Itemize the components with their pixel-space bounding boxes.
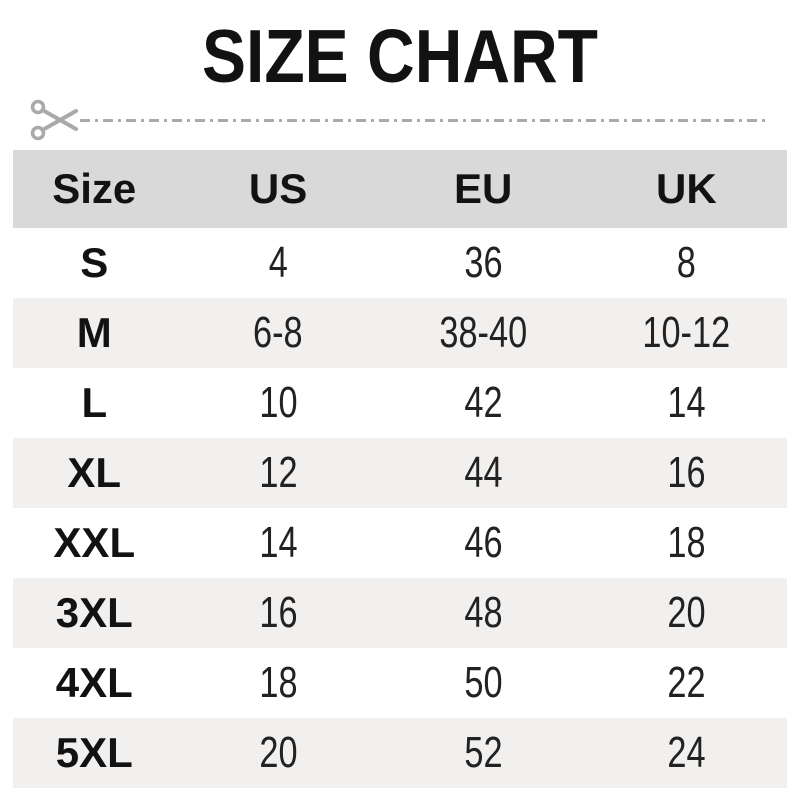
us-value: 20 — [258, 728, 298, 777]
size-label: L — [81, 379, 108, 426]
table-body: S 4 36 8 M 6-8 38-40 10-12 L 10 42 14 XL… — [13, 228, 787, 788]
table-row: 5XL 20 52 24 — [13, 718, 787, 788]
eu-value: 44 — [464, 448, 503, 497]
size-label: XL — [67, 449, 122, 496]
us-value: 4 — [268, 238, 288, 287]
size-cell: L — [13, 379, 176, 427]
uk-cell: 14 — [586, 378, 787, 428]
us-cell: 10 — [176, 378, 381, 428]
uk-cell: 20 — [586, 588, 787, 638]
eu-cell: 36 — [381, 238, 586, 288]
us-cell: 20 — [176, 728, 381, 778]
size-chart-table: Size US EU UK S 4 36 8 M 6-8 38-40 10-12… — [13, 150, 787, 788]
us-cell: 4 — [176, 238, 381, 288]
table-header-row: Size US EU UK — [13, 150, 787, 228]
eu-cell: 50 — [381, 658, 586, 708]
uk-cell: 18 — [586, 518, 787, 568]
table-row: S 4 36 8 — [13, 228, 787, 298]
eu-cell: 42 — [381, 378, 586, 428]
uk-value: 14 — [667, 378, 706, 427]
size-cell: S — [13, 239, 176, 287]
eu-value: 52 — [464, 728, 503, 777]
eu-cell: 52 — [381, 728, 586, 778]
uk-value: 18 — [667, 518, 706, 567]
us-value: 14 — [258, 518, 298, 567]
table-row: XXL 14 46 18 — [13, 508, 787, 578]
column-header-us: US — [248, 165, 308, 212]
us-value: 10 — [258, 378, 298, 427]
uk-value: 20 — [667, 588, 706, 637]
size-cell: 3XL — [13, 589, 176, 637]
table-row: XL 12 44 16 — [13, 438, 787, 508]
eu-cell: 48 — [381, 588, 586, 638]
eu-value: 36 — [464, 238, 503, 287]
size-cell: 5XL — [13, 729, 176, 777]
table-row: M 6-8 38-40 10-12 — [13, 298, 787, 368]
uk-value: 22 — [667, 658, 706, 707]
uk-cell: 24 — [586, 728, 787, 778]
table-row: L 10 42 14 — [13, 368, 787, 438]
column-header-eu: EU — [454, 165, 513, 212]
us-cell: 16 — [176, 588, 381, 638]
us-cell: 14 — [176, 518, 381, 568]
size-label: S — [80, 239, 109, 286]
uk-cell: 22 — [586, 658, 787, 708]
cut-line — [0, 95, 800, 145]
scissors-icon — [30, 99, 78, 141]
column-header-size: Size — [52, 165, 137, 212]
table-row: 3XL 16 48 20 — [13, 578, 787, 648]
us-value: 16 — [258, 588, 298, 637]
uk-cell: 8 — [586, 238, 787, 288]
eu-value: 42 — [464, 378, 503, 427]
eu-value: 50 — [464, 658, 503, 707]
size-label: 5XL — [55, 729, 133, 776]
eu-value: 46 — [464, 518, 503, 567]
size-label: XXL — [53, 519, 136, 566]
size-label: 4XL — [55, 659, 133, 706]
size-cell: 4XL — [13, 659, 176, 707]
uk-cell: 10-12 — [586, 308, 787, 358]
us-value: 18 — [258, 658, 298, 707]
us-cell: 18 — [176, 658, 381, 708]
uk-value: 10-12 — [642, 308, 731, 357]
size-cell: XL — [13, 449, 176, 497]
eu-value: 38-40 — [439, 308, 528, 357]
uk-value: 24 — [667, 728, 706, 777]
dashed-cut-line — [80, 118, 766, 122]
us-value: 12 — [258, 448, 298, 497]
page-title: SIZE CHART — [202, 14, 598, 98]
uk-cell: 16 — [586, 448, 787, 498]
table-row: 4XL 18 50 22 — [13, 648, 787, 718]
eu-value: 48 — [464, 588, 503, 637]
us-cell: 6-8 — [176, 308, 381, 358]
column-header-uk: UK — [656, 165, 717, 212]
eu-cell: 46 — [381, 518, 586, 568]
uk-value: 8 — [676, 238, 696, 287]
us-value: 6-8 — [253, 308, 303, 357]
us-cell: 12 — [176, 448, 381, 498]
size-cell: XXL — [13, 519, 176, 567]
size-label: M — [76, 309, 112, 356]
eu-cell: 44 — [381, 448, 586, 498]
uk-value: 16 — [667, 448, 706, 497]
size-cell: M — [13, 309, 176, 357]
eu-cell: 38-40 — [381, 308, 586, 358]
size-label: 3XL — [55, 589, 133, 636]
